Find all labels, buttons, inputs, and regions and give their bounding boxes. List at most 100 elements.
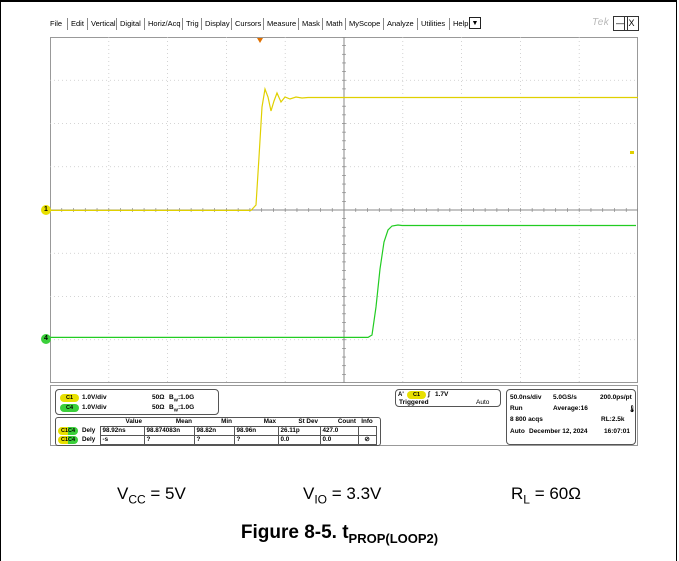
channel-4-marker[interactable]: 4 bbox=[41, 334, 51, 344]
measurement-mean: 98.874083n bbox=[143, 426, 195, 436]
measurement-box[interactable]: Value Mean Min Max St Dev Count Info C1C… bbox=[55, 417, 381, 446]
measurement-label: Dely bbox=[82, 427, 96, 434]
menu-separator bbox=[345, 18, 346, 30]
figure-caption: Figure 8-5. tPROP(LOOP2) bbox=[240, 522, 439, 546]
measurement-row[interactable]: C1C4 Dely -s ? ? ? 0.0 0.0 ⊘ bbox=[56, 435, 377, 445]
measurement-min: ? bbox=[193, 435, 235, 445]
channel-1-impedance: 50Ω bbox=[152, 394, 165, 401]
menu-display[interactable]: Display bbox=[205, 19, 230, 28]
menu-utilities[interactable]: Utilities bbox=[421, 19, 446, 28]
measurement-info bbox=[357, 426, 377, 436]
channel-1-marker[interactable]: 1 bbox=[41, 205, 51, 215]
waveform-graticule bbox=[50, 37, 638, 383]
menu-vertical[interactable]: Vertical bbox=[91, 19, 116, 28]
menu-separator bbox=[67, 18, 68, 30]
trigger-state: Triggered bbox=[399, 399, 429, 406]
status-panel: C1 1.0V/div 50Ω BW:1.0G C4 1.0V/div 50Ω … bbox=[50, 385, 638, 446]
measurement-count: 0.0 bbox=[319, 435, 359, 445]
menu-analyze[interactable]: Analyze bbox=[387, 19, 414, 28]
run-state: Run bbox=[510, 405, 523, 412]
acquisition-count: 8 800 acqs bbox=[510, 416, 543, 423]
measurement-max: ? bbox=[233, 435, 279, 445]
channel-1-scale: 1.0V/div bbox=[82, 394, 107, 401]
minimize-button[interactable]: — bbox=[613, 16, 628, 31]
measurement-source-pill[interactable]: C1C4 bbox=[58, 427, 78, 435]
header-st-dev: St Dev bbox=[298, 418, 318, 425]
menu-cursors[interactable]: Cursors bbox=[235, 19, 262, 28]
measurement-max: 98.96n bbox=[233, 426, 279, 436]
trigger-auto: Auto bbox=[510, 428, 525, 435]
measurement-st-dev: 0.0 bbox=[277, 435, 321, 445]
menu-separator bbox=[87, 18, 88, 30]
menu-mask[interactable]: Mask bbox=[302, 19, 320, 28]
measurement-source-pill[interactable]: C1C4 bbox=[58, 436, 78, 444]
acquisition-date: December 12, 2024 bbox=[529, 428, 588, 435]
menu-separator bbox=[383, 18, 384, 30]
menu-digital[interactable]: Digital bbox=[120, 19, 141, 28]
channel-1-waveform bbox=[50, 86, 638, 211]
measurement-min: 98.82n bbox=[193, 426, 235, 436]
measurement-info-icon[interactable]: ⊘ bbox=[357, 435, 377, 445]
record-length: RL:2.5k bbox=[601, 416, 625, 423]
thermometer-icon: 🌡 bbox=[628, 406, 637, 413]
menu-myscope[interactable]: MyScope bbox=[349, 19, 381, 28]
trigger-source-pill[interactable]: C1 bbox=[407, 391, 426, 399]
vio-condition: VIO = 3.3V bbox=[303, 484, 382, 507]
trigger-level: 1.7V bbox=[435, 391, 449, 398]
trigger-mode: Auto bbox=[476, 399, 490, 406]
page-top-border bbox=[0, 0, 677, 2]
menu-separator bbox=[298, 18, 299, 30]
menu-separator bbox=[231, 18, 232, 30]
trigger-settings-box[interactable]: A' C1 ∫ 1.7V Triggered Auto bbox=[395, 389, 501, 407]
average-count: Average:16 bbox=[553, 405, 588, 412]
menu-help[interactable]: Help bbox=[453, 19, 469, 28]
measurement-value: -s bbox=[99, 435, 145, 445]
measurement-table: Value Mean Min Max St Dev Count Info C1C… bbox=[56, 418, 377, 445]
channel-4-waveform bbox=[50, 224, 636, 338]
menu-separator bbox=[322, 18, 323, 30]
channel-1-pill[interactable]: C1 bbox=[60, 394, 79, 402]
measurement-st-dev: 26.11p bbox=[277, 426, 321, 436]
menu-separator bbox=[449, 18, 450, 30]
measurement-label: Dely bbox=[82, 436, 96, 443]
header-info: Info bbox=[361, 418, 373, 425]
measurement-mean: ? bbox=[143, 435, 195, 445]
header-max: Max bbox=[263, 418, 276, 425]
channel-settings-box[interactable]: C1 1.0V/div 50Ω BW:1.0G C4 1.0V/div 50Ω … bbox=[55, 389, 219, 415]
channel-4-scale: 1.0V/div bbox=[82, 404, 107, 411]
menu-measure[interactable]: Measure bbox=[267, 19, 297, 28]
trigger-edge-icon: ∫ bbox=[428, 391, 430, 398]
menu-separator bbox=[263, 18, 264, 30]
menu-dropdown-button[interactable]: ▼ bbox=[469, 17, 481, 29]
header-min: Min bbox=[221, 418, 232, 425]
page-right-border bbox=[676, 0, 677, 561]
timebase-box[interactable]: 50.0ns/div 5.0GS/s 200.0ps/pt Run Averag… bbox=[506, 389, 636, 445]
menu-separator bbox=[417, 18, 418, 30]
measurement-value: 98.92ns bbox=[99, 426, 145, 436]
trigger-level-marker bbox=[630, 151, 634, 154]
menu-bar: File Edit Vertical Digital Horiz/Acq Tri… bbox=[36, 8, 644, 37]
channel-4-pill[interactable]: C4 bbox=[60, 404, 79, 412]
measurement-row[interactable]: C1C4 Dely 98.92ns 98.874083n 98.82n 98.9… bbox=[56, 426, 377, 436]
menu-file[interactable]: File bbox=[50, 19, 63, 28]
channel-4-impedance: 50Ω bbox=[152, 404, 165, 411]
menu-math[interactable]: Math bbox=[326, 19, 343, 28]
acquisition-time: 16:07:01 bbox=[604, 428, 631, 435]
header-count: Count bbox=[337, 418, 356, 425]
sample-rate: 5.0GS/s bbox=[553, 394, 577, 401]
channel-1-bandwidth: BW:1.0G bbox=[169, 394, 195, 403]
trigger-a-label: A' bbox=[398, 392, 404, 398]
menu-separator bbox=[116, 18, 117, 30]
waveform-display bbox=[50, 37, 638, 383]
horizontal-scale: 50.0ns/div bbox=[510, 394, 542, 401]
vcc-condition: VCC = 5V bbox=[117, 484, 186, 507]
measurement-count: 427.0 bbox=[319, 426, 359, 436]
menu-horiz-acq[interactable]: Horiz/Acq bbox=[148, 19, 181, 28]
close-button[interactable]: X bbox=[624, 16, 639, 31]
channel-4-bandwidth: BW:1.0G bbox=[169, 404, 195, 413]
menu-separator bbox=[182, 18, 183, 30]
menu-trig[interactable]: Trig bbox=[186, 19, 199, 28]
measurement-header-row: Value Mean Min Max St Dev Count Info bbox=[56, 418, 376, 427]
menu-edit[interactable]: Edit bbox=[71, 19, 84, 28]
page-left-border bbox=[0, 0, 1, 561]
